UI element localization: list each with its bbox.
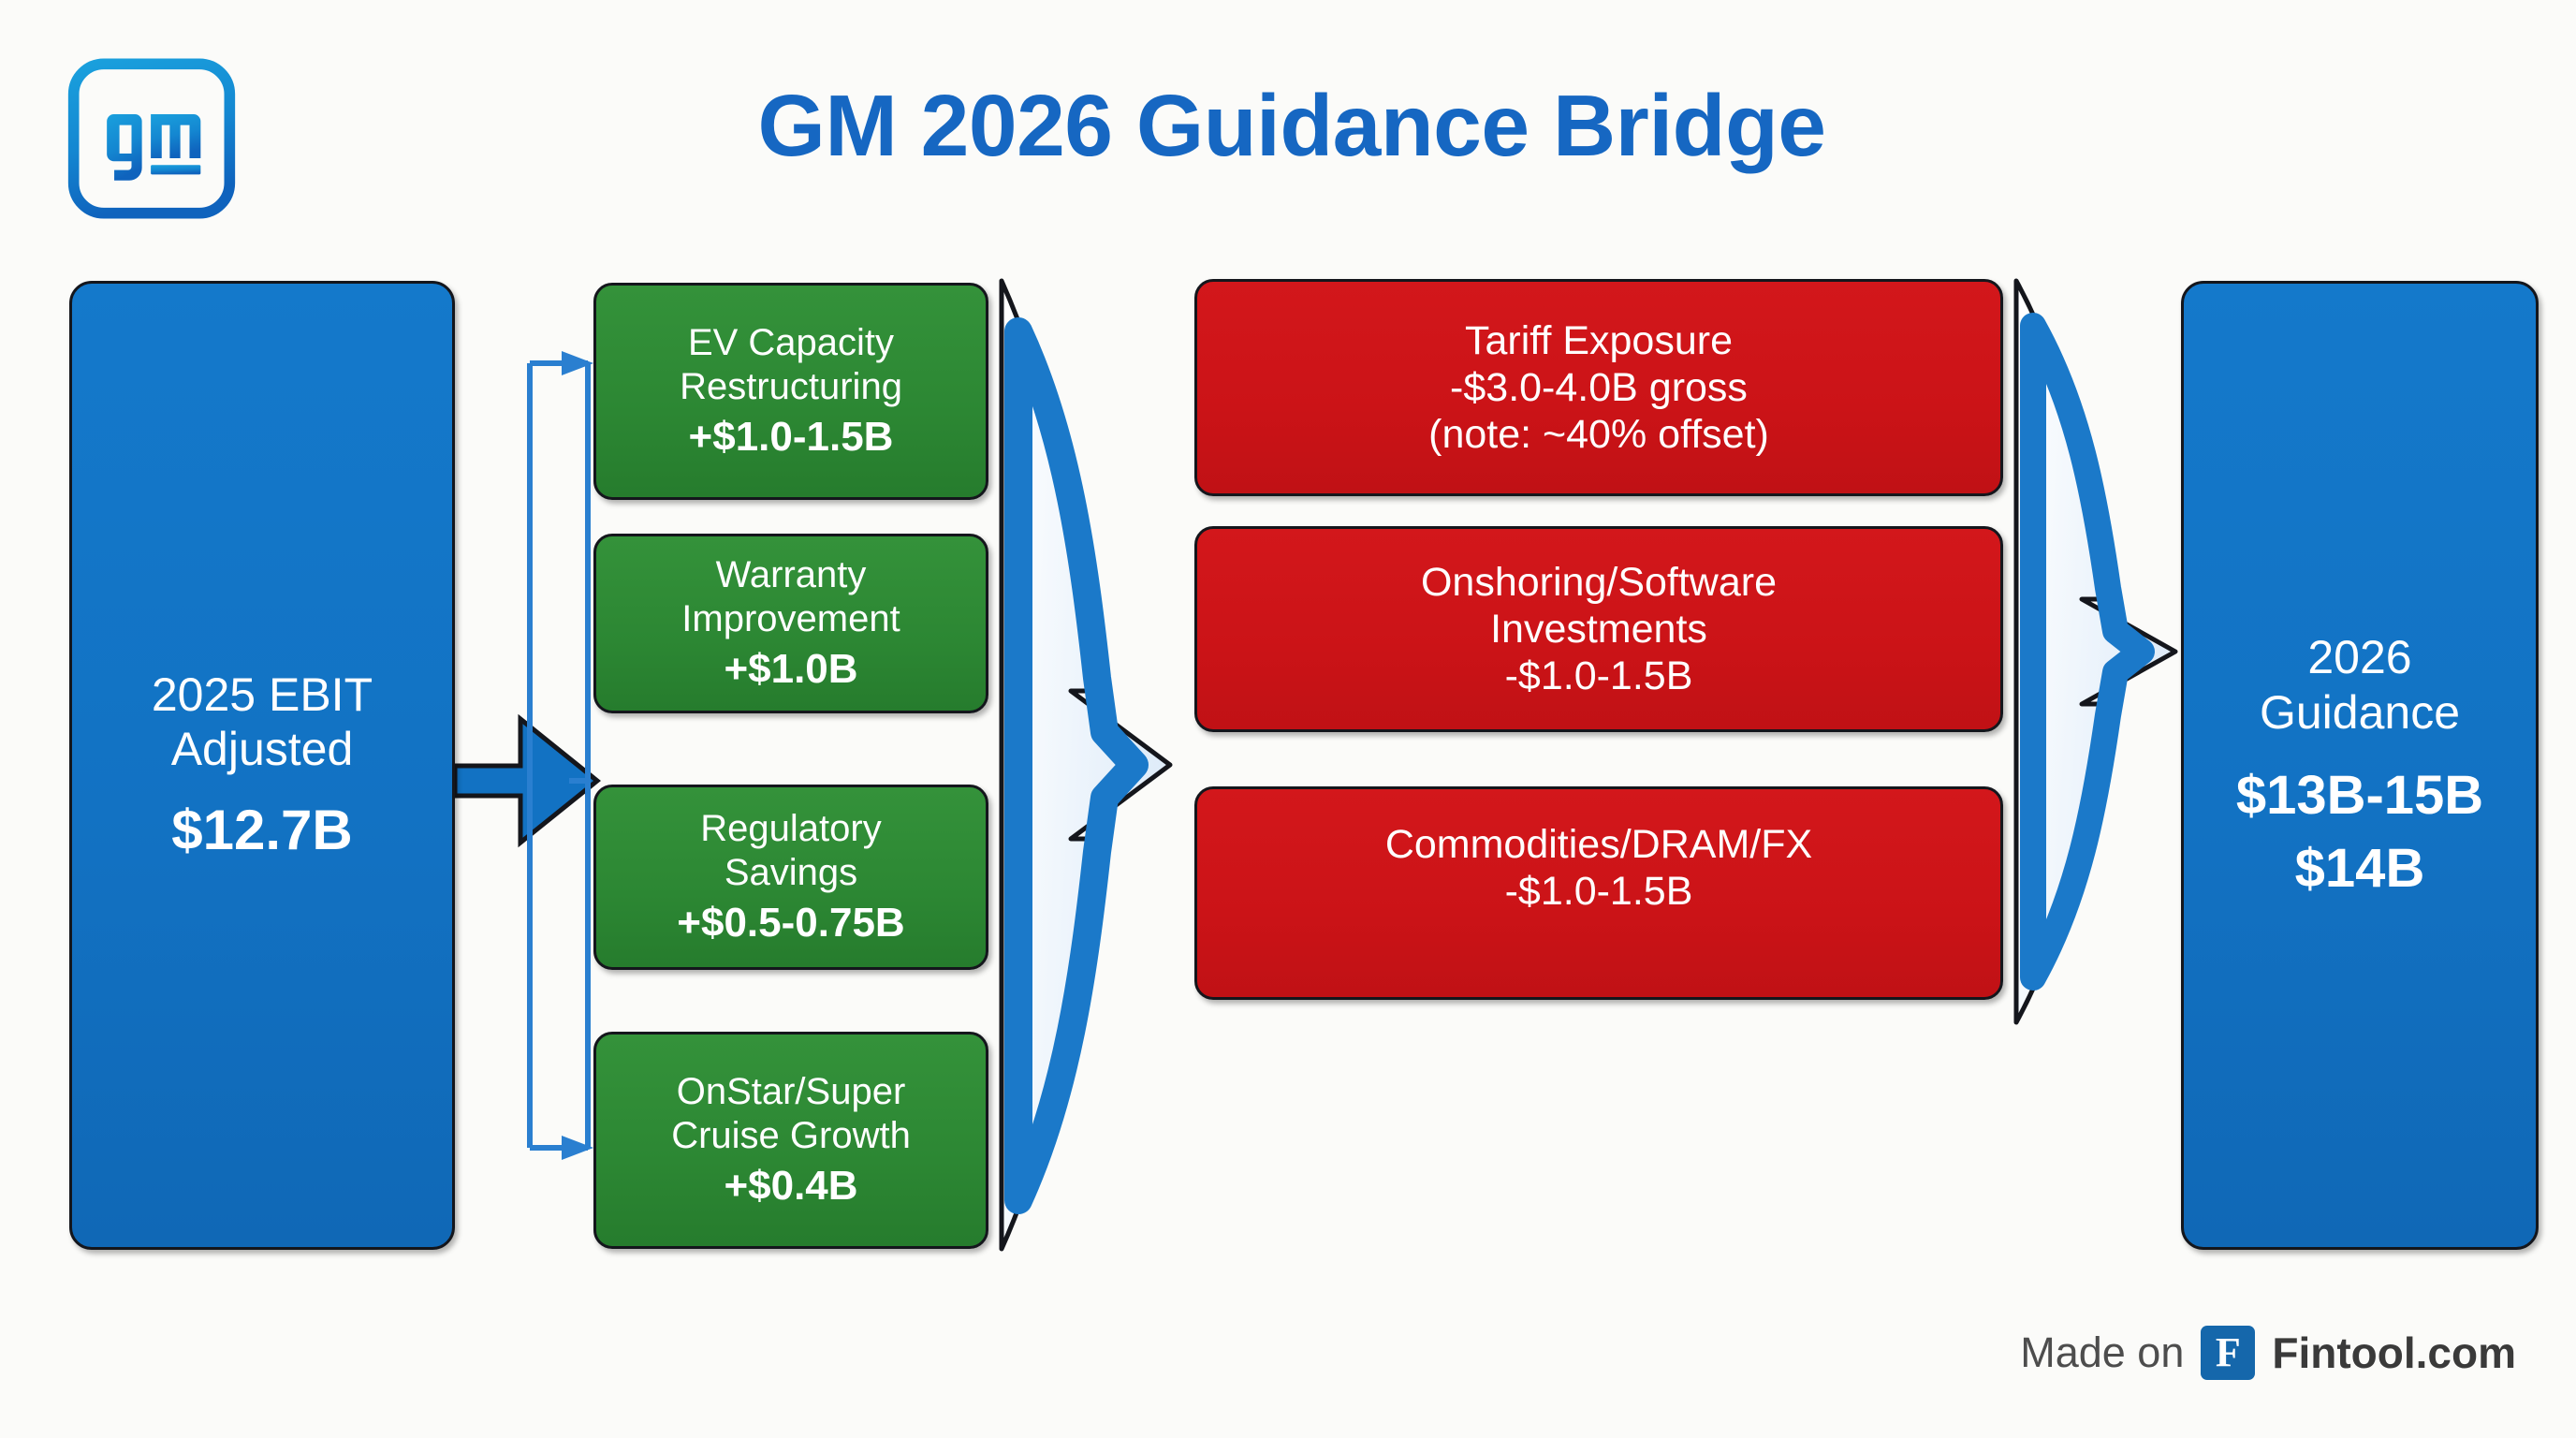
tailwind-amount: +$1.0-1.5B (688, 414, 894, 461)
page-title: GM 2026 Guidance Bridge (757, 77, 1826, 174)
start-block-arrow (452, 713, 601, 848)
branch-arrowhead-top (562, 351, 593, 375)
node-amount-mid: $14B (2294, 838, 2425, 899)
node-headwind-onshoring[interactable]: Onshoring/Software Investments -$1.0-1.5… (1194, 526, 2003, 732)
footer-attribution: Made on F Fintool.com (2020, 1326, 2516, 1380)
node-label-line2: Guidance (2259, 685, 2461, 739)
merge-arrow-tailwinds (994, 277, 1193, 1253)
node-label-line1: 2026 (2307, 631, 2412, 684)
branch-connector (569, 360, 591, 1151)
tailwind-label-line1: OnStar/Super (676, 1071, 906, 1113)
node-amount-range: $13B-15B (2235, 765, 2484, 827)
branch-legs (530, 360, 586, 1151)
node-2026-guidance[interactable]: 2026 Guidance $13B-15B $14B (2181, 281, 2539, 1250)
tailwind-label-line2: Restructuring (680, 366, 902, 408)
tailwind-amount: +$1.0B (724, 646, 858, 693)
headwind-label-line1: Commodities/DRAM/FX (1384, 822, 1813, 867)
branch-arrowhead-bottom (562, 1136, 593, 1160)
node-2025-ebit[interactable]: 2025 EBIT Adjusted $12.7B (69, 281, 455, 1250)
tailwind-label-line2: Cruise Growth (671, 1115, 911, 1157)
tailwind-label-line2: Savings (724, 852, 858, 894)
merge-arrow-headwinds (2009, 277, 2196, 1026)
headwind-label-line1: Onshoring/Software (1420, 559, 1778, 605)
made-on-label: Made on (2020, 1328, 2185, 1376)
gm-logo-icon (67, 58, 236, 219)
node-tailwind-warranty[interactable]: Warranty Improvement +$1.0B (593, 534, 988, 713)
tailwind-label-line1: Warranty (715, 554, 867, 596)
headwind-label-line2: -$1.0-1.5B (1504, 869, 1693, 915)
tailwind-label-line1: EV Capacity (687, 322, 895, 364)
node-amount: $12.7B (171, 798, 353, 861)
headwind-label-line1: Tariff Exposure (1464, 317, 1733, 363)
node-headwind-tariff[interactable]: Tariff Exposure -$3.0-4.0B gross (note: … (1194, 279, 2003, 496)
tailwind-amount: +$0.4B (724, 1163, 858, 1210)
tailwind-label-line2: Improvement (681, 598, 900, 640)
headwind-label-line2: -$3.0-4.0B gross (1450, 364, 1748, 410)
node-tailwind-onstar[interactable]: OnStar/Super Cruise Growth +$0.4B (593, 1032, 988, 1249)
node-label-line2: Adjusted (170, 723, 354, 776)
node-tailwind-regulatory[interactable]: Regulatory Savings +$0.5-0.75B (593, 785, 988, 970)
headwind-label-line2: Investments (1490, 606, 1707, 652)
headwind-label-line3: (note: ~40% offset) (1428, 412, 1769, 458)
tailwind-label-line1: Regulatory (700, 808, 882, 850)
fintool-brand-name[interactable]: Fintool.com (2272, 1328, 2516, 1377)
fintool-logo-icon: F (2201, 1326, 2256, 1380)
tailwind-amount: +$0.5-0.75B (677, 900, 905, 946)
node-label-line1: 2025 EBIT (151, 668, 373, 721)
node-headwind-commodities[interactable]: Commodities/DRAM/FX -$1.0-1.5B (1194, 786, 2003, 1000)
headwind-label-line3: -$1.0-1.5B (1504, 653, 1693, 699)
node-tailwind-ev-capacity[interactable]: EV Capacity Restructuring +$1.0-1.5B (593, 283, 988, 500)
